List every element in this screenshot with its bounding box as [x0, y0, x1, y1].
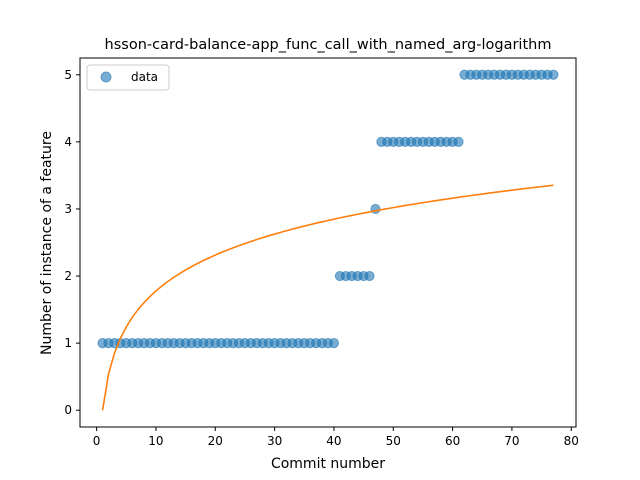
- chart-title: hsson-card-balance-app_func_call_with_na…: [105, 37, 552, 53]
- y-axis: 0 1 2 3 4 5: [64, 68, 80, 417]
- x-axis-label: Commit number: [271, 456, 385, 472]
- x-tick-label: 30: [267, 434, 282, 448]
- y-axis-label: Number of instance of a feature: [39, 131, 55, 355]
- x-tick-label: 50: [386, 434, 401, 448]
- legend: data: [86, 64, 170, 91]
- x-tick-label: 70: [504, 434, 519, 448]
- legend-box: [86, 64, 170, 91]
- data-point: [548, 69, 559, 80]
- fit-line: [101, 184, 554, 411]
- x-tick-label: 10: [148, 434, 163, 448]
- y-tick-label: 5: [64, 68, 72, 82]
- legend-marker: [100, 71, 112, 83]
- x-axis: 0 10 20 30 40 50 60 70 80: [93, 427, 579, 448]
- data-point: [364, 270, 375, 282]
- y-tick-label: 3: [64, 202, 72, 216]
- data-point: [328, 338, 340, 349]
- y-tick-label: 1: [64, 336, 72, 350]
- plot-area: [97, 69, 559, 411]
- plot-frame: [79, 57, 577, 428]
- y-tick-label: 0: [64, 403, 72, 417]
- y-tick-label: 2: [64, 269, 72, 283]
- y-tick-label: 4: [64, 135, 72, 149]
- legend-label: data: [131, 70, 158, 84]
- x-tick-label: 40: [326, 434, 341, 448]
- x-tick-label: 80: [564, 434, 579, 448]
- x-tick-label: 60: [445, 434, 460, 448]
- x-tick-label: 0: [93, 434, 101, 448]
- data-point: [453, 136, 464, 147]
- x-tick-label: 20: [208, 434, 223, 448]
